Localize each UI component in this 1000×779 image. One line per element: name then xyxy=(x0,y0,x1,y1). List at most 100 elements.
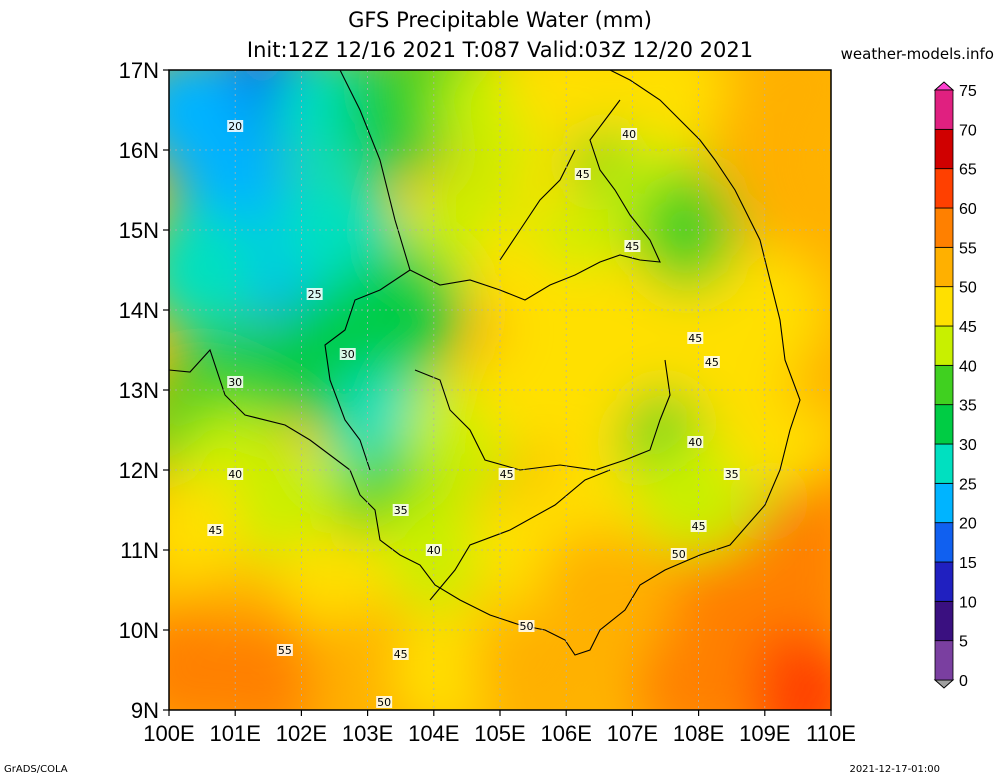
contour-label-box xyxy=(306,288,323,300)
contour-label-box xyxy=(207,524,224,536)
colorbar-label: 75 xyxy=(959,83,977,100)
colorbar-swatch xyxy=(934,207,954,248)
colorbar-label: 5 xyxy=(959,634,968,651)
contour-label: 30 xyxy=(228,376,242,389)
contour-label: 45 xyxy=(625,240,639,253)
lon-tick-label: 101E xyxy=(210,721,261,746)
colorbar-label: 0 xyxy=(959,673,968,690)
lon-tick-label: 109E xyxy=(739,721,790,746)
colorbar-swatch xyxy=(934,640,954,681)
colorbar-label: 60 xyxy=(959,201,977,218)
coastlines-borders xyxy=(169,70,801,656)
field-sample-56 xyxy=(735,70,831,148)
colorbar-label: 20 xyxy=(959,516,977,533)
colorbar-label: 45 xyxy=(959,319,977,336)
contour-labels: 2025303040453540455550455050453540454545… xyxy=(207,120,740,709)
lon-tick-label: 100E xyxy=(143,721,194,746)
field-sample-24 xyxy=(169,608,251,710)
contour-label-box xyxy=(518,620,535,632)
contour-label: 35 xyxy=(394,504,408,517)
contour-label-box xyxy=(227,376,244,388)
contour-label: 45 xyxy=(394,648,408,661)
contour-label: 45 xyxy=(500,468,514,481)
colorbar-swatch xyxy=(934,364,954,406)
contour-label: 45 xyxy=(576,168,590,181)
colorbar-swatch xyxy=(934,600,954,642)
contour-label: 40 xyxy=(622,128,636,141)
contour-label: 40 xyxy=(228,468,242,481)
footer-left: GrADS/COLA xyxy=(4,764,68,775)
contour-label: 50 xyxy=(377,696,391,709)
contour-label-box xyxy=(574,168,591,180)
colorbar-bottom-arrow xyxy=(933,679,955,689)
contour-label-box xyxy=(624,240,641,252)
contour-label: 45 xyxy=(705,356,719,369)
contour-label: 35 xyxy=(725,468,739,481)
lat-tick-label: 13N xyxy=(119,378,159,403)
lat-tick-label: 12N xyxy=(119,458,159,483)
colorbar-label: 55 xyxy=(959,240,977,257)
contour-label-box xyxy=(690,520,707,532)
contour-label-box xyxy=(276,644,293,656)
colorbar-swatch xyxy=(934,168,954,209)
colorbar-label: 10 xyxy=(959,594,977,611)
contour-label: 50 xyxy=(672,548,686,561)
lat-tick-label: 11N xyxy=(120,538,159,563)
contour-label: 45 xyxy=(208,524,222,537)
lat-tick-label: 10N xyxy=(119,618,159,643)
contour-label-box xyxy=(339,348,356,360)
contour-label-box xyxy=(376,696,393,708)
colorbar-label: 40 xyxy=(959,358,977,375)
contour-label: 45 xyxy=(692,520,706,533)
lat-tick-label: 14N xyxy=(119,298,159,323)
contour-label: 55 xyxy=(278,644,292,657)
colorbar-label: 30 xyxy=(959,437,977,454)
border-cambodia-vietnam xyxy=(429,469,611,601)
contour-label: 20 xyxy=(228,120,242,133)
field-sample-58 xyxy=(504,70,629,148)
field-sample-3 xyxy=(169,70,251,172)
contour-label-box xyxy=(227,120,244,132)
lat-tick-label: 15N xyxy=(119,218,159,243)
contour-label: 50 xyxy=(519,620,533,633)
colorbar-label: 15 xyxy=(959,555,977,572)
lon-tick-label: 104E xyxy=(408,721,459,746)
title-line-1: GFS Precipitable Water (mm) xyxy=(348,8,652,32)
contour-label-box xyxy=(670,548,687,560)
colorbar-swatch xyxy=(934,286,954,327)
lon-tick-label: 105E xyxy=(474,721,525,746)
colorbar-label: 50 xyxy=(959,280,977,297)
gridlines xyxy=(169,70,831,710)
colorbar-swatch xyxy=(934,128,954,170)
colorbar-swatch xyxy=(934,89,954,130)
contour-label-box xyxy=(498,468,515,480)
lon-tick-label: 103E xyxy=(342,721,393,746)
field-sample-38 xyxy=(636,624,761,710)
colorbar-label: 70 xyxy=(959,122,977,139)
field-sample-5 xyxy=(169,208,265,332)
colorbar-label: 65 xyxy=(959,162,977,179)
contour-label: 30 xyxy=(341,348,355,361)
colorbar-swatch xyxy=(934,522,954,563)
lon-tick-label: 102E xyxy=(276,721,327,746)
contour-label: 25 xyxy=(308,288,322,301)
lon-tick-label: 107E xyxy=(607,721,658,746)
colorbar-swatch xyxy=(934,404,954,445)
contour-label-box xyxy=(723,468,740,480)
lat-tick-label: 17N xyxy=(119,58,159,83)
colorbar-legend: 0 5 10 15 20 25 30 35 40 45 50 55 60 65 70 75 xyxy=(933,81,977,690)
colorbar-swatch xyxy=(934,482,954,524)
border-laos-vietnam xyxy=(499,149,576,261)
coastline xyxy=(169,70,801,656)
contour-label-box xyxy=(392,648,409,660)
lon-tick-label: 106E xyxy=(541,721,592,746)
colorbar-label: 25 xyxy=(959,476,977,493)
lon-tick-label: 108E xyxy=(673,721,724,746)
colorbar-swatch xyxy=(934,246,954,288)
contour-label-box xyxy=(703,356,720,368)
border-cambodia-laos xyxy=(414,359,671,471)
colorbar-swatch xyxy=(934,443,954,484)
lon-tick-label: 110E xyxy=(806,721,856,746)
contour-label-box xyxy=(621,128,638,140)
